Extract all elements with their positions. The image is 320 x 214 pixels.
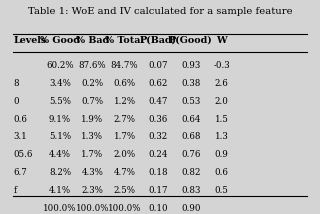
Text: 3.4%: 3.4% bbox=[49, 79, 71, 88]
Text: 1.3: 1.3 bbox=[215, 132, 228, 141]
Text: 5.1%: 5.1% bbox=[49, 132, 71, 141]
Text: 3.1: 3.1 bbox=[13, 132, 27, 141]
Text: Levels: Levels bbox=[13, 36, 46, 45]
Text: 0.17: 0.17 bbox=[148, 186, 167, 195]
Text: 60.2%: 60.2% bbox=[46, 61, 74, 70]
Text: % Bad: % Bad bbox=[76, 36, 109, 45]
Text: 0.38: 0.38 bbox=[181, 79, 201, 88]
Text: 0.68: 0.68 bbox=[181, 132, 201, 141]
Text: % Good: % Good bbox=[40, 36, 80, 45]
Text: 0.5: 0.5 bbox=[215, 186, 228, 195]
Text: % Total: % Total bbox=[105, 36, 144, 45]
Text: P(Bad): P(Bad) bbox=[139, 36, 176, 45]
Text: 4.1%: 4.1% bbox=[49, 186, 71, 195]
Text: 0.6: 0.6 bbox=[13, 114, 27, 123]
Text: 100.0%: 100.0% bbox=[108, 204, 141, 213]
Text: 100.0%: 100.0% bbox=[43, 204, 77, 213]
Text: 4.7%: 4.7% bbox=[114, 168, 136, 177]
Text: 0.76: 0.76 bbox=[181, 150, 201, 159]
Text: 2.0%: 2.0% bbox=[114, 150, 136, 159]
Text: 87.6%: 87.6% bbox=[78, 61, 106, 70]
Text: 4.4%: 4.4% bbox=[49, 150, 71, 159]
Text: 0.83: 0.83 bbox=[181, 186, 201, 195]
Text: Table 1: WoE and IV calculated for a sample feature: Table 1: WoE and IV calculated for a sam… bbox=[28, 7, 292, 16]
Text: 0.93: 0.93 bbox=[181, 61, 200, 70]
Text: 0.64: 0.64 bbox=[181, 114, 201, 123]
Text: 1.3%: 1.3% bbox=[81, 132, 103, 141]
Text: 8.2%: 8.2% bbox=[49, 168, 71, 177]
Text: 2.0: 2.0 bbox=[215, 97, 228, 106]
Text: 0.82: 0.82 bbox=[181, 168, 201, 177]
Text: 2.5%: 2.5% bbox=[114, 186, 136, 195]
Text: 2.6: 2.6 bbox=[215, 79, 228, 88]
Text: 0.6%: 0.6% bbox=[114, 79, 136, 88]
Text: 1.5: 1.5 bbox=[215, 114, 228, 123]
Text: f: f bbox=[13, 186, 16, 195]
Text: 0: 0 bbox=[13, 97, 19, 106]
Text: 0.18: 0.18 bbox=[148, 168, 168, 177]
Text: 100.0%: 100.0% bbox=[76, 204, 109, 213]
Text: 0.32: 0.32 bbox=[148, 132, 167, 141]
Text: 5.5%: 5.5% bbox=[49, 97, 71, 106]
Text: 0.36: 0.36 bbox=[148, 114, 167, 123]
Text: W: W bbox=[216, 36, 227, 45]
Text: 1.7%: 1.7% bbox=[81, 150, 103, 159]
Text: 0.24: 0.24 bbox=[148, 150, 167, 159]
Text: 1.7%: 1.7% bbox=[114, 132, 136, 141]
Text: 2.7%: 2.7% bbox=[114, 114, 136, 123]
Text: 0.2%: 0.2% bbox=[81, 79, 103, 88]
Text: 1.9%: 1.9% bbox=[81, 114, 103, 123]
Text: 2.3%: 2.3% bbox=[81, 186, 103, 195]
Text: 0.47: 0.47 bbox=[148, 97, 167, 106]
Text: 4.3%: 4.3% bbox=[81, 168, 103, 177]
Text: 0.07: 0.07 bbox=[148, 61, 167, 70]
Text: 84.7%: 84.7% bbox=[111, 61, 139, 70]
Text: 05.6: 05.6 bbox=[13, 150, 33, 159]
Text: 0.9: 0.9 bbox=[215, 150, 228, 159]
Text: 1.2%: 1.2% bbox=[114, 97, 136, 106]
Text: 8: 8 bbox=[13, 79, 19, 88]
Text: 0.53: 0.53 bbox=[181, 97, 200, 106]
Text: 9.1%: 9.1% bbox=[49, 114, 71, 123]
Text: 0.62: 0.62 bbox=[148, 79, 167, 88]
Text: 0.10: 0.10 bbox=[148, 204, 168, 213]
Text: 0.90: 0.90 bbox=[181, 204, 201, 213]
Text: 0.6: 0.6 bbox=[215, 168, 228, 177]
Text: 0.7%: 0.7% bbox=[81, 97, 103, 106]
Text: 6.7: 6.7 bbox=[13, 168, 27, 177]
Text: P(Good): P(Good) bbox=[169, 36, 213, 45]
Text: -0.3: -0.3 bbox=[213, 61, 230, 70]
